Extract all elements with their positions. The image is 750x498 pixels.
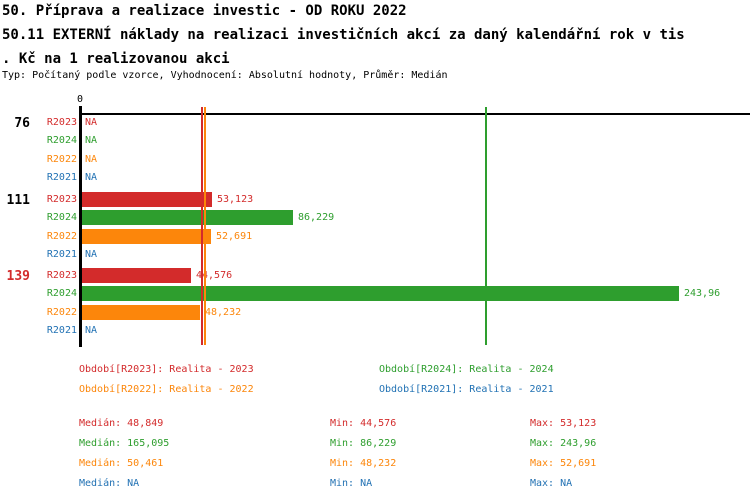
bar-row-label: R2023 bbox=[46, 117, 77, 128]
bar-value-label: 52,691 bbox=[216, 231, 253, 242]
stat-max-r2022: Max: 52,691 bbox=[530, 458, 597, 469]
stat-min-r2022: Min: 48,232 bbox=[330, 458, 397, 469]
bar bbox=[82, 210, 293, 225]
stat-min-r2024: Min: 86,229 bbox=[330, 438, 397, 449]
report-meta-line: Typ: Počítaný podle vzorce, Vyhodnocení:… bbox=[2, 70, 448, 81]
group-label: 139 bbox=[6, 269, 30, 284]
bar-na-label: NA bbox=[85, 325, 98, 336]
bar-row-label: R2023 bbox=[46, 194, 77, 205]
bar bbox=[82, 268, 191, 283]
stat-min-r2021: Min: NA bbox=[330, 478, 373, 489]
top-axis-line bbox=[79, 113, 750, 115]
group-label: 111 bbox=[6, 193, 30, 208]
bar-row-label: R2022 bbox=[46, 307, 77, 318]
legend-item-r2024: Období[R2024]: Realita - 2024 bbox=[379, 364, 554, 375]
stat-median-r2024: Medián: 165,095 bbox=[79, 438, 170, 449]
axis-zero-tick-label: 0 bbox=[76, 94, 84, 105]
bar-row-label: R2024 bbox=[46, 135, 77, 146]
stat-max-r2023: Max: 53,123 bbox=[530, 418, 597, 429]
bar-row-label: R2021 bbox=[46, 172, 77, 183]
median-line-r2022 bbox=[204, 107, 206, 345]
legend-item-r2023: Období[R2023]: Realita - 2023 bbox=[79, 364, 254, 375]
median-line-r2023 bbox=[201, 107, 203, 345]
bar-row-label: R2021 bbox=[46, 325, 77, 336]
stat-max-r2024: Max: 243,96 bbox=[530, 438, 597, 449]
report-title-line2: 50.11 EXTERNÍ náklady na realizaci inves… bbox=[2, 27, 685, 43]
legend-item-r2022: Období[R2022]: Realita - 2022 bbox=[79, 384, 254, 395]
legend-item-r2021: Období[R2021]: Realita - 2021 bbox=[379, 384, 554, 395]
report-title-line3: . Kč na 1 realizovanou akci bbox=[2, 51, 230, 67]
stat-median-r2023: Medián: 48,849 bbox=[79, 418, 164, 429]
median-line-r2024 bbox=[485, 107, 487, 345]
group-label: 76 bbox=[14, 116, 30, 131]
bar-row-label: R2022 bbox=[46, 231, 77, 242]
bar-value-label: 44,576 bbox=[196, 270, 233, 281]
bar bbox=[82, 192, 212, 207]
bar-row-label: R2024 bbox=[46, 212, 77, 223]
stat-max-r2021: Max: NA bbox=[530, 478, 573, 489]
bar bbox=[82, 286, 679, 301]
bar-row-label: R2024 bbox=[46, 288, 77, 299]
report-title-line1: 50. Příprava a realizace investic - OD R… bbox=[2, 3, 407, 19]
bar-na-label: NA bbox=[85, 117, 98, 128]
bar bbox=[82, 305, 200, 320]
value-axis-line bbox=[79, 106, 82, 347]
stat-min-r2023: Min: 44,576 bbox=[330, 418, 397, 429]
bar bbox=[82, 229, 211, 244]
bar-row-label: R2021 bbox=[46, 249, 77, 260]
bar-row-label: R2023 bbox=[46, 270, 77, 281]
stat-median-r2021: Medián: NA bbox=[79, 478, 140, 489]
bar-row-label: R2022 bbox=[46, 154, 77, 165]
bar-na-label: NA bbox=[85, 249, 98, 260]
stat-median-r2022: Medián: 50,461 bbox=[79, 458, 164, 469]
bar-na-label: NA bbox=[85, 135, 98, 146]
bar-value-label: 53,123 bbox=[217, 194, 254, 205]
bar-value-label: 48,232 bbox=[205, 307, 242, 318]
bar-value-label: 86,229 bbox=[298, 212, 335, 223]
bar-value-label: 243,96 bbox=[684, 288, 721, 299]
bar-na-label: NA bbox=[85, 172, 98, 183]
bar-na-label: NA bbox=[85, 154, 98, 165]
